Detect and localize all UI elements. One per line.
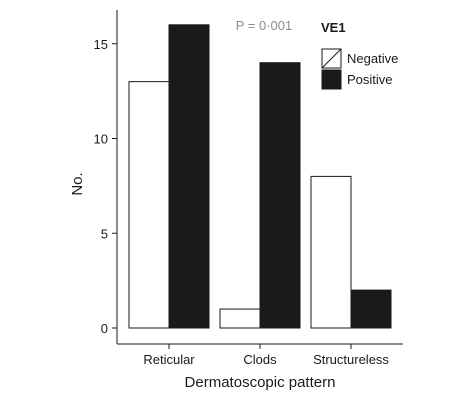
x-tick-label: Clods xyxy=(243,352,277,367)
y-axis-title: No. xyxy=(69,172,86,195)
legend-key-positive xyxy=(321,69,342,90)
y-axis-ticks: 0 5 10 15 xyxy=(94,37,117,336)
p-value-annotation: P = 0·001 xyxy=(236,18,293,33)
y-tick-label: 15 xyxy=(94,37,108,52)
bars xyxy=(128,24,392,329)
legend-key-negative-slash xyxy=(321,48,342,69)
bar-positive-clods xyxy=(259,62,301,329)
legend-label-positive: Positive xyxy=(347,72,393,87)
bar-negative-clods xyxy=(219,308,261,329)
bar-negative-reticular xyxy=(128,81,170,329)
y-tick-label: 10 xyxy=(94,132,108,147)
legend: VE1 Negative Positive xyxy=(321,20,398,90)
bar-positive-structureless xyxy=(350,289,392,329)
bar-positive-reticular xyxy=(168,24,210,329)
x-tick-label: Reticular xyxy=(143,352,195,367)
x-axis-ticks: Reticular Clods Structureless xyxy=(143,344,389,367)
x-axis-title: Dermatoscopic pattern xyxy=(185,374,336,391)
legend-label-negative: Negative xyxy=(347,51,398,66)
y-tick-label: 5 xyxy=(101,226,108,241)
y-tick-label: 0 xyxy=(101,321,108,336)
x-tick-label: Structureless xyxy=(313,352,389,367)
bar-negative-structureless xyxy=(310,175,352,329)
legend-title: VE1 xyxy=(321,20,346,35)
